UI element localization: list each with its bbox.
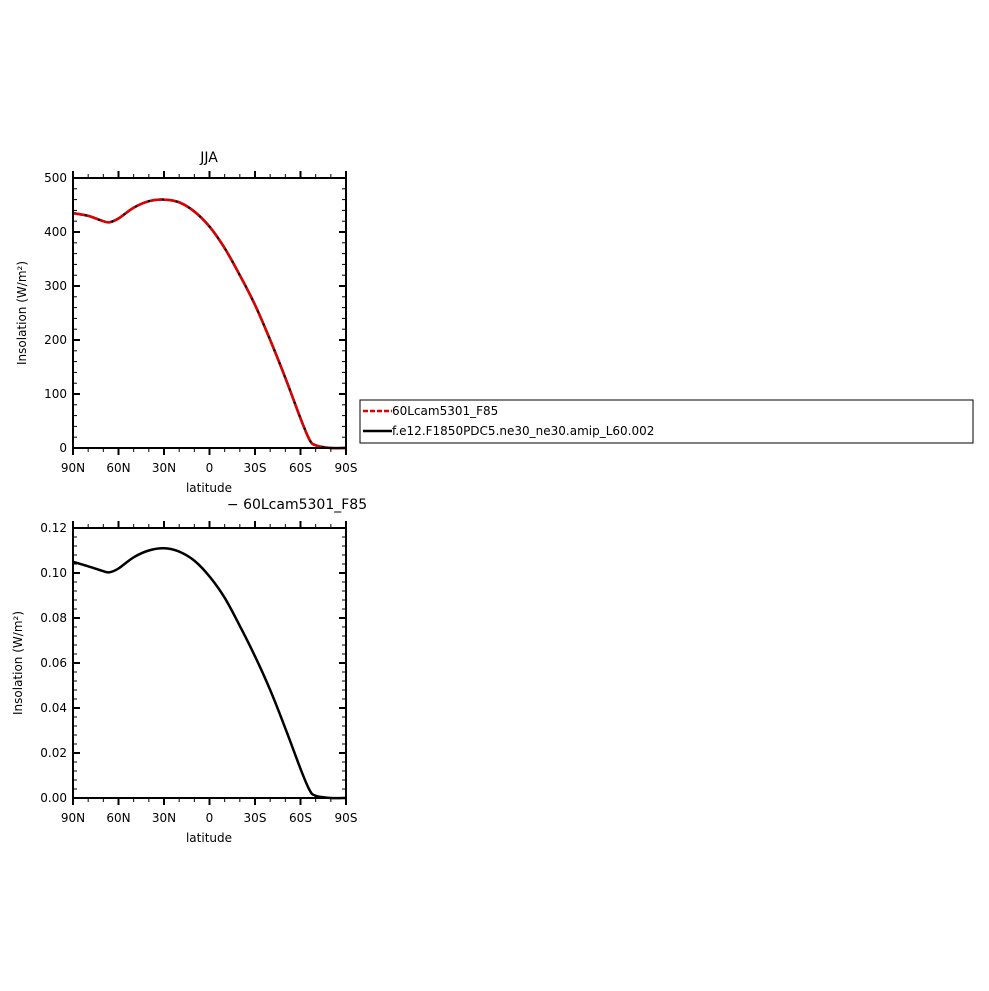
x-tick-label: 60S [289,461,312,475]
y-tick-label: 0.12 [40,521,67,535]
bottom-panel-ylabel: Insolation (W/m²) [11,611,25,715]
x-tick-label: 30S [244,811,267,825]
x-tick-label: 90S [335,461,358,475]
bottom-panel-xlabel: latitude [186,831,232,845]
y-tick-label: 0.06 [40,656,67,670]
x-tick-label: 30N [152,811,176,825]
y-tick-label: 300 [44,279,67,293]
x-tick-label: 0 [206,461,214,475]
y-tick-label: 200 [44,333,67,347]
x-tick-label: 90N [61,461,85,475]
top-panel-frame [72,177,347,449]
y-tick-label: 0.02 [40,746,67,760]
y-tick-label: 0 [59,441,67,455]
y-tick-label: 0.00 [40,791,67,805]
y-tick-label: 0.10 [40,566,67,580]
legend-entry-2: f.e12.F1850PDC5.ne30_ne30.amip_L60.002 [392,424,654,438]
series-line-1 [72,198,347,450]
top-panel-ylabel: Insolation (W/m²) [15,261,29,365]
bottom-panel: − 60Lcam5301_F85 0.00 0.02 0.04 0.06 0.08 0.1… [11,497,367,845]
x-tick-label: 60S [289,811,312,825]
bottom-panel-title: − 60Lcam5301_F85 [227,497,367,513]
series-line-2 [72,198,347,450]
x-tick-label: 0 [206,811,214,825]
legend-frame [359,399,974,444]
x-tick-label: 90S [335,811,358,825]
y-tick-label: 0.08 [40,611,67,625]
top-panel-title: JJA [199,150,218,166]
x-tick-label: 30N [152,461,176,475]
y-tick-label: 100 [44,387,67,401]
x-tick-label: 60N [106,811,130,825]
x-tick-label: 60N [106,461,130,475]
legend-entry-1: 60Lcam5301_F85 [392,404,498,418]
x-tick-label: 90N [61,811,85,825]
legend: 60Lcam5301_F85 f.e12.F1850PDC5.ne30_ne30… [359,399,974,444]
series-line-1 [72,547,347,800]
y-tick-label: 400 [44,225,67,239]
bottom-panel-frame [72,527,347,799]
x-tick-label: 30S [244,461,267,475]
y-tick-label: 500 [44,171,67,185]
y-tick-label: 0.04 [40,701,67,715]
top-panel-xlabel: latitude [186,481,232,495]
